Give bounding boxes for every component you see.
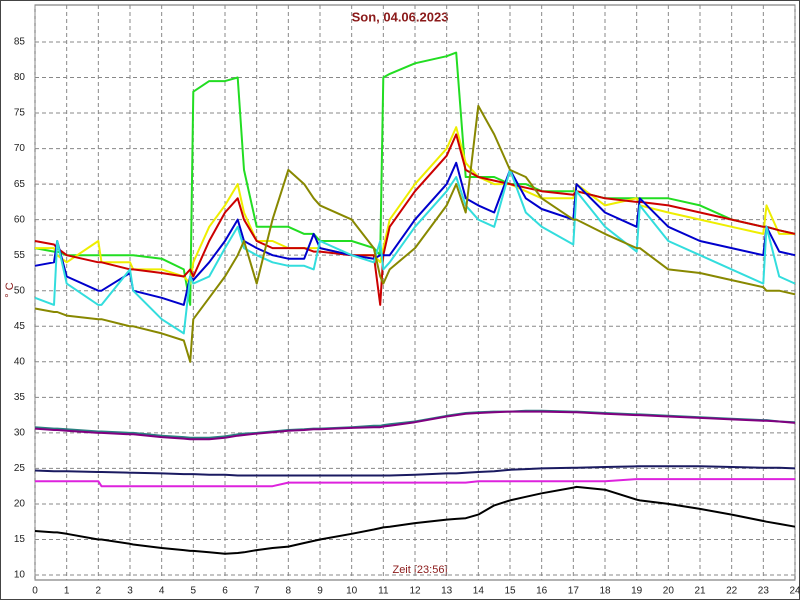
x-tick-label: 9 [317,586,323,597]
x-tick-label: 15 [504,586,516,597]
chart-title: Son, 04.06.2023 [352,9,449,24]
y-axis-label: ° C [4,282,16,297]
x-tick-label: 0 [32,586,38,597]
y-tick-label: 25 [14,463,26,474]
x-tick-label: 3 [127,586,133,597]
x-tick-label: 14 [473,586,485,597]
x-tick-label: 5 [191,586,197,597]
y-tick-label: 35 [14,392,26,403]
y-tick-label: 85 [14,37,26,48]
x-tick-label: 6 [222,586,228,597]
series-line [34,104,796,363]
y-tick-label: 60 [14,214,26,225]
y-tick-label: 80 [14,72,26,83]
y-tick-label: 75 [14,108,26,119]
series-line [34,485,796,555]
x-tick-label: 4 [159,586,165,597]
x-tick-label: 1 [64,586,70,597]
y-tick-label: 30 [14,428,26,439]
series-line [34,161,796,306]
x-tick-label: 17 [568,586,580,597]
y-tick-label: 65 [14,179,26,190]
x-tick-label: 2 [96,586,102,597]
series-line [35,478,795,488]
y-tick-label: 10 [14,570,26,581]
x-tick-label: 10 [346,586,358,597]
x-tick-label: 7 [254,586,260,597]
series-line [34,133,796,306]
x-tick-label: 16 [536,586,548,597]
x-axis-label: Zeit [23:56] [392,564,447,576]
x-tick-label: 23 [758,586,770,597]
x-tick-label: 12 [409,586,421,597]
x-tick-label: 13 [441,586,453,597]
x-tick-label: 24 [789,586,800,597]
y-tick-label: 40 [14,356,26,367]
series-line [34,410,796,441]
x-tick-label: 8 [286,586,292,597]
y-tick-label: 15 [14,534,26,545]
x-tick-label: 21 [694,586,706,597]
x-tick-label: 18 [599,586,611,597]
y-tick-label: 20 [14,499,26,510]
x-tick-label: 22 [726,586,738,597]
y-tick-label: 70 [14,143,26,154]
x-tick-label: 19 [631,586,643,597]
series-line [34,465,796,477]
x-tick-label: 11 [378,586,389,597]
y-tick-label: 45 [14,321,26,332]
y-tick-label: 55 [14,250,26,261]
series-line [34,168,796,335]
x-tick-label: 20 [663,586,675,597]
y-tick-label: 50 [14,285,26,296]
